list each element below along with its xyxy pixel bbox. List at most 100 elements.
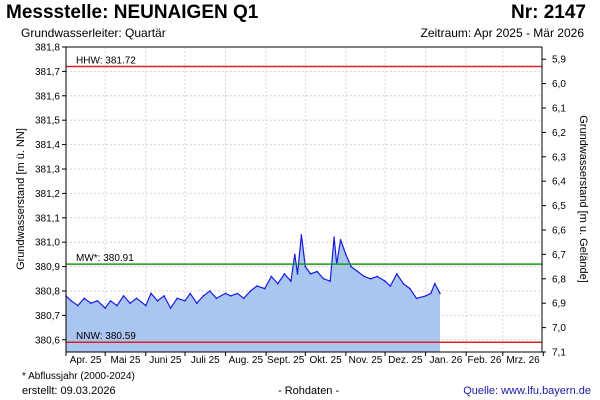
footnote: * Abflussjahr (2000-2024) — [22, 371, 135, 382]
y-tick-label-right: 6,1 — [552, 104, 566, 115]
y-tick-label-left: 380,9 — [35, 262, 60, 273]
data-point — [329, 280, 332, 283]
data-point — [243, 297, 245, 300]
data-point — [264, 287, 266, 290]
y-tick-label-left: 381,2 — [35, 189, 60, 200]
data-point — [156, 300, 159, 302]
data-point — [350, 265, 352, 268]
data-point — [304, 265, 307, 268]
data-point — [145, 304, 147, 307]
y-tick-label-left: 380,6 — [35, 335, 60, 346]
y-tick-label-left: 380,8 — [35, 287, 60, 298]
reference-label: HHW: 381.72 — [76, 56, 136, 67]
data-point — [256, 285, 258, 287]
data-point — [430, 292, 432, 295]
data-point — [109, 300, 112, 302]
data-point — [163, 295, 165, 297]
series-line — [65, 234, 441, 310]
y-ticks-right: 5,9 6,0 6,1 6,2 6,3 6,4 6,5 6,6 6,7 6,8 6,9 7,0 7,1 — [542, 55, 566, 359]
x-tick-label: Feb. 26 — [468, 355, 502, 366]
data-point — [396, 273, 398, 275]
source-link[interactable]: Quelle: www.lfu.bayern.de — [463, 385, 591, 397]
data-point — [345, 253, 347, 256]
data-point — [434, 282, 436, 285]
y-tick-label-right: 6,0 — [552, 79, 566, 90]
y-tick-label-left: 381,4 — [35, 140, 60, 151]
plot-frame — [65, 46, 543, 353]
reference-label: MW*: 380.91 — [76, 253, 134, 264]
y-tick-label-right: 5,9 — [552, 55, 566, 66]
data-point — [169, 307, 172, 309]
y-tick-label-right: 6,3 — [552, 152, 566, 163]
y-tick-label-right: 6,5 — [552, 201, 566, 212]
data-point — [77, 304, 79, 307]
y-tick-label-right: 6,2 — [552, 128, 566, 139]
reference-label: NNW: 380.59 — [76, 331, 136, 342]
data-point — [316, 270, 318, 273]
reference-lines: HHW: 381.72 MW*: 380.91 NNW: 380.59 — [66, 56, 542, 343]
data-point — [409, 287, 411, 290]
y-tick-label-right: 6,4 — [552, 177, 566, 188]
data-point — [70, 300, 72, 302]
aquifer-label: Grundwasserleiter: Quartär — [21, 26, 166, 40]
data-point — [363, 275, 366, 278]
y-tick-label-left: 381,6 — [35, 91, 60, 102]
data-point — [104, 307, 106, 309]
data-point — [389, 285, 392, 287]
x-tick-label: Apr. 25 — [70, 355, 102, 366]
data-point — [196, 302, 198, 305]
x-tick-label: Okt. 25 — [309, 355, 342, 366]
data-point — [116, 304, 118, 307]
data-point — [294, 253, 296, 256]
y-tick-label-right: 6,8 — [552, 274, 566, 285]
data-point — [249, 290, 252, 292]
data-point — [339, 239, 342, 241]
x-tick-label: Mrz. 26 — [506, 355, 540, 366]
y-tick-label-left: 381,1 — [35, 213, 60, 224]
data-point — [122, 295, 125, 297]
data-point — [236, 292, 239, 295]
x-tick-label: Dez. 25 — [388, 355, 423, 366]
rawdata-note: - Rohdaten - — [278, 385, 340, 397]
station-number: Nr: 2147 — [511, 2, 586, 23]
data-point — [384, 280, 386, 283]
data-point — [322, 278, 325, 280]
data-point — [96, 300, 99, 302]
x-tick-label: Jan. 26 — [429, 355, 462, 366]
x-tick-label: Nov. 25 — [349, 355, 383, 366]
y-ticks-left: 381,8 381,7 381,6 381,5 381,4 381,3 381,2 381,1… — [35, 43, 66, 346]
y-tick-label-right: 7,1 — [552, 348, 566, 359]
data-point — [83, 297, 86, 300]
x-tick-label: Aug. 25 — [229, 355, 264, 366]
data-point — [309, 273, 312, 275]
data-point — [290, 280, 292, 283]
data-point — [277, 282, 279, 285]
x-ticks: Apr. 25 Mai 25 Juni 25 Juli 25 Aug. 25 Sept. … — [65, 352, 544, 366]
data-point — [90, 302, 92, 305]
data-point — [176, 297, 178, 300]
data-point — [402, 282, 405, 285]
data-point — [135, 297, 138, 300]
data-point — [230, 295, 232, 297]
y-tick-label-right: 6,9 — [552, 299, 566, 310]
data-point — [209, 290, 211, 292]
data-point — [224, 292, 227, 295]
y-tick-label-left: 380,7 — [35, 311, 60, 322]
data-point — [356, 270, 359, 273]
data-point — [129, 302, 131, 305]
data-point — [283, 273, 286, 275]
data-point — [215, 297, 218, 300]
x-tick-label: Juni 25 — [149, 355, 182, 366]
station-title: Messstelle: NEUNAIGEN Q1 — [6, 2, 259, 23]
data-point — [270, 275, 273, 278]
y-tick-label-left: 381,8 — [35, 43, 60, 54]
data-point — [424, 295, 427, 297]
data-point — [150, 292, 152, 295]
period-label: Zeitraum: Apr 2025 - Mär 2026 — [420, 26, 584, 40]
created-date: erstellt: 09.03.2026 — [22, 385, 116, 397]
y-tick-label-right: 7,0 — [552, 323, 566, 334]
y-tick-label-left: 381,3 — [35, 165, 60, 176]
y-tick-label-right: 6,7 — [552, 250, 566, 261]
y-tick-label-left: 381,7 — [35, 67, 60, 78]
